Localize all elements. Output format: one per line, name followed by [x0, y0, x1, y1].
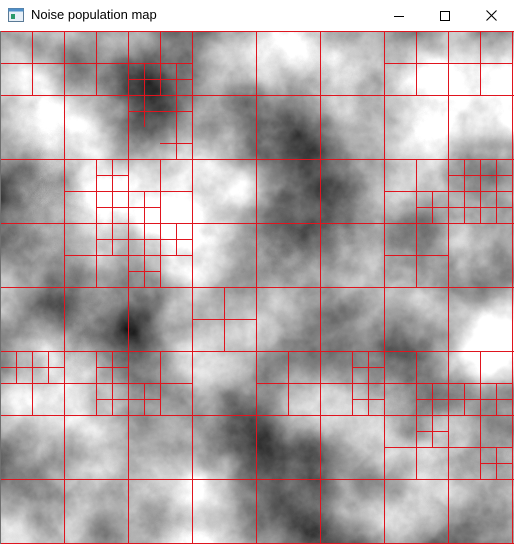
close-icon	[485, 10, 497, 21]
minimize-icon	[394, 15, 404, 17]
title-bar[interactable]: Noise population map	[0, 0, 514, 31]
quadtree-grid	[0, 31, 514, 544]
minimize-button[interactable]	[376, 0, 422, 31]
noise-map-canvas[interactable]	[0, 31, 514, 544]
close-button[interactable]	[468, 0, 514, 31]
noise-map	[0, 31, 514, 544]
window-left-border	[0, 31, 1, 544]
window-app-icon	[8, 8, 24, 22]
maximize-button[interactable]	[422, 0, 468, 31]
maximize-icon	[440, 10, 450, 21]
window-title: Noise population map	[31, 7, 157, 22]
